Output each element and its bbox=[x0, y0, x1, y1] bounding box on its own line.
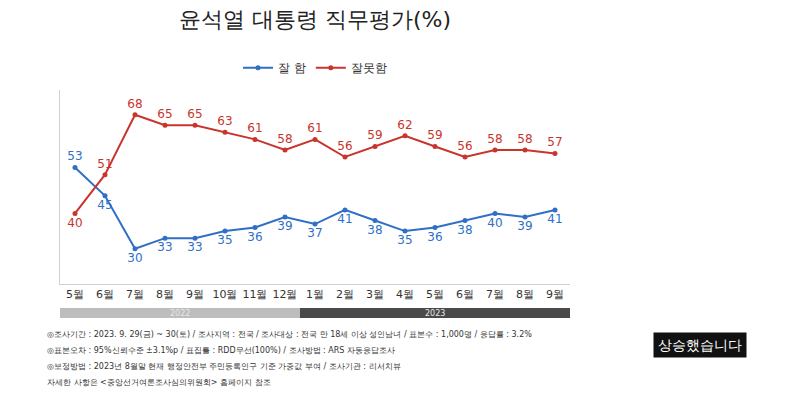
svg-text:61: 61 bbox=[307, 121, 322, 135]
svg-text:2월: 2월 bbox=[336, 288, 354, 301]
svg-text:11월: 11월 bbox=[243, 288, 268, 301]
svg-text:12월: 12월 bbox=[273, 288, 298, 301]
svg-text:7월: 7월 bbox=[126, 288, 144, 301]
svg-text:잘 함: 잘 함 bbox=[278, 61, 306, 75]
svg-text:6월: 6월 bbox=[456, 288, 474, 301]
svg-text:4월: 4월 bbox=[396, 288, 414, 301]
svg-text:38: 38 bbox=[457, 223, 472, 237]
svg-text:57: 57 bbox=[547, 135, 562, 149]
svg-text:10월: 10월 bbox=[213, 288, 238, 301]
svg-text:65: 65 bbox=[187, 107, 202, 121]
svg-text:5월: 5월 bbox=[66, 288, 84, 301]
svg-text:61: 61 bbox=[247, 121, 262, 135]
svg-text:58: 58 bbox=[487, 132, 502, 146]
svg-text:◎조사기간 : 2023. 9. 29(금) ~ 30(토): ◎조사기간 : 2023. 9. 29(금) ~ 30(토) / 조사지역 : … bbox=[47, 330, 532, 339]
svg-text:62: 62 bbox=[397, 118, 412, 132]
svg-text:자세한 사항은 <중앙선거여론조사심의위원회> 홈페이지 참: 자세한 사항은 <중앙선거여론조사심의위원회> 홈페이지 참조 bbox=[47, 378, 271, 387]
svg-text:51: 51 bbox=[97, 157, 112, 171]
svg-text:1월: 1월 bbox=[306, 288, 324, 301]
svg-text:36: 36 bbox=[247, 230, 262, 244]
svg-text:58: 58 bbox=[517, 132, 532, 146]
svg-text:39: 39 bbox=[277, 219, 292, 233]
svg-text:9월: 9월 bbox=[546, 288, 564, 301]
svg-text:45: 45 bbox=[97, 198, 112, 212]
svg-text:39: 39 bbox=[517, 219, 532, 233]
svg-text:9월: 9월 bbox=[186, 288, 204, 301]
svg-text:68: 68 bbox=[127, 97, 142, 111]
svg-text:38: 38 bbox=[367, 223, 382, 237]
svg-text:59: 59 bbox=[367, 128, 382, 142]
svg-text:40: 40 bbox=[67, 216, 82, 230]
svg-text:33: 33 bbox=[187, 240, 202, 254]
svg-text:5월: 5월 bbox=[426, 288, 444, 301]
svg-text:8월: 8월 bbox=[156, 288, 174, 301]
svg-text:59: 59 bbox=[427, 128, 442, 142]
svg-text:35: 35 bbox=[217, 233, 232, 247]
svg-text:37: 37 bbox=[307, 226, 322, 240]
svg-text:56: 56 bbox=[457, 139, 472, 153]
svg-text:35: 35 bbox=[397, 233, 412, 247]
svg-text:잘못함: 잘못함 bbox=[351, 61, 387, 75]
svg-text:◎보정방법 : 2023년 8월말 현재 행정안전부 주민등: ◎보정방법 : 2023년 8월말 현재 행정안전부 주민등록인구 기준 가중값… bbox=[47, 362, 401, 371]
svg-text:53: 53 bbox=[67, 149, 82, 163]
svg-text:3월: 3월 bbox=[366, 288, 384, 301]
svg-text:2023: 2023 bbox=[425, 309, 445, 318]
svg-text:30: 30 bbox=[127, 251, 142, 265]
svg-text:2022: 2022 bbox=[170, 309, 190, 318]
svg-text:41: 41 bbox=[547, 212, 562, 226]
svg-text:상승했습니다: 상승했습니다 bbox=[658, 337, 742, 353]
svg-text:41: 41 bbox=[337, 212, 352, 226]
svg-text:63: 63 bbox=[217, 114, 232, 128]
svg-text:40: 40 bbox=[487, 216, 502, 230]
svg-text:56: 56 bbox=[337, 139, 352, 153]
svg-text:58: 58 bbox=[277, 132, 292, 146]
svg-text:7월: 7월 bbox=[486, 288, 504, 301]
svg-text:◎표본오차 : 95%신뢰수준 ±3.1%p / 표집틀 :: ◎표본오차 : 95%신뢰수준 ±3.1%p / 표집틀 : RDD무선(100… bbox=[47, 346, 395, 355]
svg-text:33: 33 bbox=[157, 240, 172, 254]
svg-text:6월: 6월 bbox=[96, 288, 114, 301]
svg-text:36: 36 bbox=[427, 230, 442, 244]
svg-text:윤석열 대통령 직무평가(%): 윤석열 대통령 직무평가(%) bbox=[179, 7, 451, 32]
svg-text:65: 65 bbox=[157, 107, 172, 121]
svg-text:8월: 8월 bbox=[516, 288, 534, 301]
